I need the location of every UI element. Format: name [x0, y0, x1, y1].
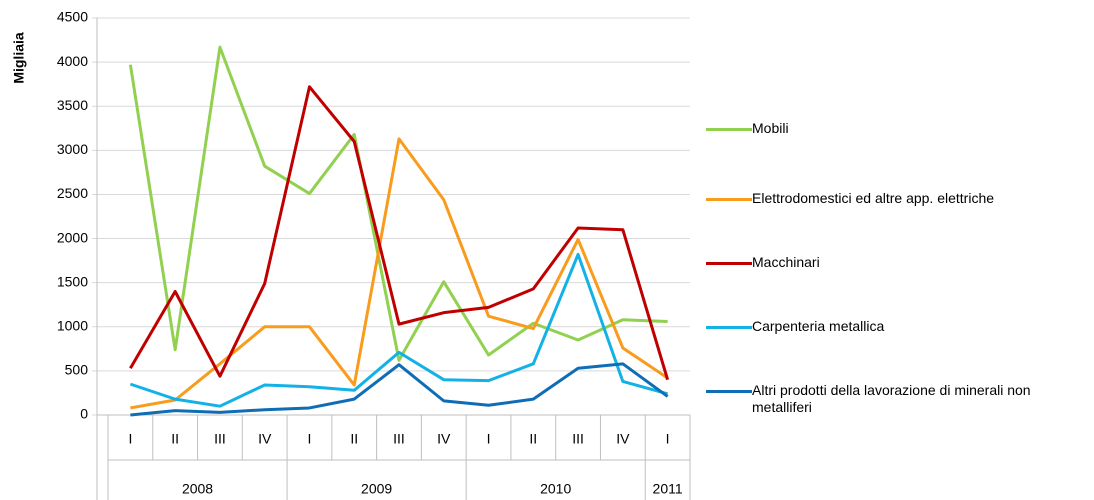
y-tick-label: 4500 — [57, 9, 88, 25]
legend-label: Mobili — [752, 120, 789, 136]
legend-item: Macchinari — [706, 254, 1086, 271]
line-series — [128, 45, 668, 362]
y-tick-label: 1000 — [57, 317, 88, 333]
x-tick-label: I — [666, 431, 670, 447]
x-tick-label: II — [171, 431, 179, 447]
legend-item: Carpenteria metallica — [706, 318, 1086, 335]
line-series — [130, 137, 669, 410]
line-series — [129, 85, 670, 381]
legend-swatch — [706, 128, 752, 131]
legend-item: Altri prodotti della lavorazione di mine… — [706, 382, 1086, 416]
y-tick-label: 500 — [65, 362, 89, 378]
legend-item: Elettrodomestici ed altre app. elettrich… — [706, 190, 1086, 207]
legend-swatch — [706, 390, 752, 393]
legend-label: Macchinari — [752, 254, 820, 270]
y-tick-label: 3000 — [57, 141, 88, 157]
legend-swatch — [706, 262, 752, 265]
y-tick-label: 1500 — [57, 273, 88, 289]
x-tick-label: III — [572, 431, 584, 447]
x-tick-label: III — [393, 431, 405, 447]
x-tick-label: I — [308, 431, 312, 447]
y-tick-label: 2500 — [57, 185, 88, 201]
x-tick-label: IV — [437, 431, 451, 447]
y-tick-label: 0 — [80, 406, 88, 422]
legend-swatch — [706, 326, 752, 329]
x-group-label: 2011 — [653, 481, 683, 497]
y-axis-label: Migliaia — [11, 32, 27, 84]
legend-label: Altri prodotti della lavorazione di mine… — [752, 382, 1031, 415]
y-tick-label: 3500 — [57, 97, 88, 113]
x-tick-label: II — [350, 431, 358, 447]
x-tick-label: III — [214, 431, 226, 447]
x-group-label: 2009 — [361, 481, 392, 497]
line-series — [130, 362, 669, 417]
x-tick-label: I — [487, 431, 491, 447]
x-tick-label: IV — [258, 431, 272, 447]
line-series — [129, 252, 669, 408]
legend-label: Elettrodomestici ed altre app. elettrich… — [752, 190, 995, 206]
y-tick-label: 2000 — [57, 229, 88, 245]
legend-swatch — [706, 198, 752, 201]
legend-item: Mobili — [706, 120, 1086, 137]
x-tick-label: I — [128, 431, 132, 447]
x-tick-label: IV — [616, 431, 630, 447]
legend-label: Carpenteria metallica — [752, 318, 885, 334]
x-group-label: 2008 — [182, 481, 213, 497]
x-tick-label: II — [529, 431, 537, 447]
y-tick-label: 4000 — [57, 53, 88, 69]
x-group-label: 2010 — [540, 481, 571, 497]
